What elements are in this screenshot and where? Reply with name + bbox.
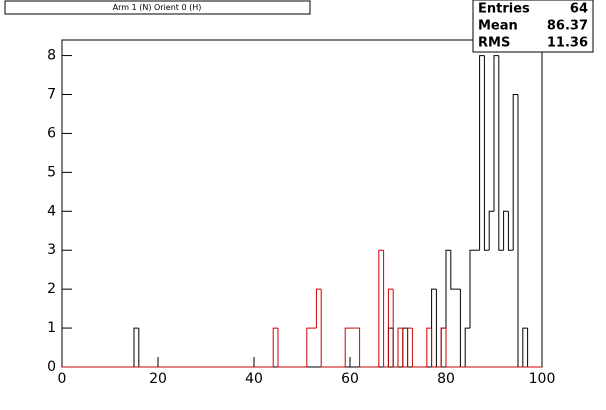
- stat-label: Mean: [478, 19, 518, 34]
- histogram-bin: [493, 55, 499, 212]
- stat-label: Entries: [478, 2, 530, 17]
- x-tick-label: 60: [341, 371, 359, 387]
- histogram-bin: [320, 289, 326, 368]
- histogram-bin: [469, 249, 475, 329]
- histogram-bin: [133, 327, 139, 367]
- histogram-bin: [498, 55, 504, 251]
- histogram-bin: [397, 327, 403, 367]
- x-tick-label: 0: [58, 371, 67, 387]
- histogram-bin: [445, 328, 451, 368]
- histogram-bin: [479, 55, 485, 251]
- y-tick-label: 5: [47, 164, 56, 180]
- histogram-bin: [315, 288, 322, 329]
- histogram-bin: [483, 55, 490, 251]
- stat-label: RMS: [478, 36, 510, 51]
- histogram-bin: [359, 328, 365, 368]
- histogram-bin: [507, 211, 514, 251]
- x-tick-label: 40: [245, 371, 263, 387]
- histogram-bin: [402, 328, 408, 368]
- x-tick-label: 100: [529, 371, 556, 387]
- histogram-bin: [277, 328, 283, 368]
- histogram-bin: [306, 327, 312, 367]
- histogram-bin: [522, 327, 528, 367]
- histogram-bin: [488, 210, 494, 251]
- histogram-bin: [503, 210, 509, 251]
- chart-title: Arm 1 (N) Orient 0 (H): [113, 3, 202, 12]
- histogram-bin: [464, 327, 470, 367]
- histogram-bin: [392, 289, 398, 368]
- histogram-bin: [411, 328, 418, 368]
- title-box: [4, 0, 311, 15]
- histogram-bin: [344, 327, 350, 367]
- histogram-bin: [407, 327, 413, 367]
- histogram-bin: [383, 250, 389, 368]
- y-tick-label: 0: [47, 359, 56, 375]
- frame: [61, 39, 543, 368]
- histogram-bin: [387, 288, 394, 367]
- histogram-bin: [431, 328, 437, 368]
- y-tick-label: 7: [47, 87, 56, 103]
- histogram-bin: [378, 249, 384, 367]
- x-tick-label: 80: [437, 371, 455, 387]
- y-tick-label: 8: [47, 48, 56, 64]
- y-tick-label: 4: [47, 203, 56, 219]
- histogram-bin: [445, 249, 451, 329]
- y-tick-label: 6: [47, 125, 56, 141]
- histogram-bin: [440, 327, 446, 367]
- x-tick-label: 20: [149, 371, 167, 387]
- histogram-bin: [426, 327, 432, 367]
- y-tick-label: 3: [47, 242, 56, 258]
- y-tick-label: 2: [47, 281, 56, 297]
- y-tick-label: 1: [47, 320, 56, 336]
- stat-value: 86.37: [547, 19, 588, 34]
- histogram-bin: [450, 250, 456, 290]
- histogram-bin: [272, 327, 278, 367]
- stat-value: 11.36: [547, 36, 588, 51]
- stat-value: 64: [570, 2, 588, 17]
- stats-box: [472, 0, 594, 53]
- histogram-bin: [512, 94, 518, 251]
